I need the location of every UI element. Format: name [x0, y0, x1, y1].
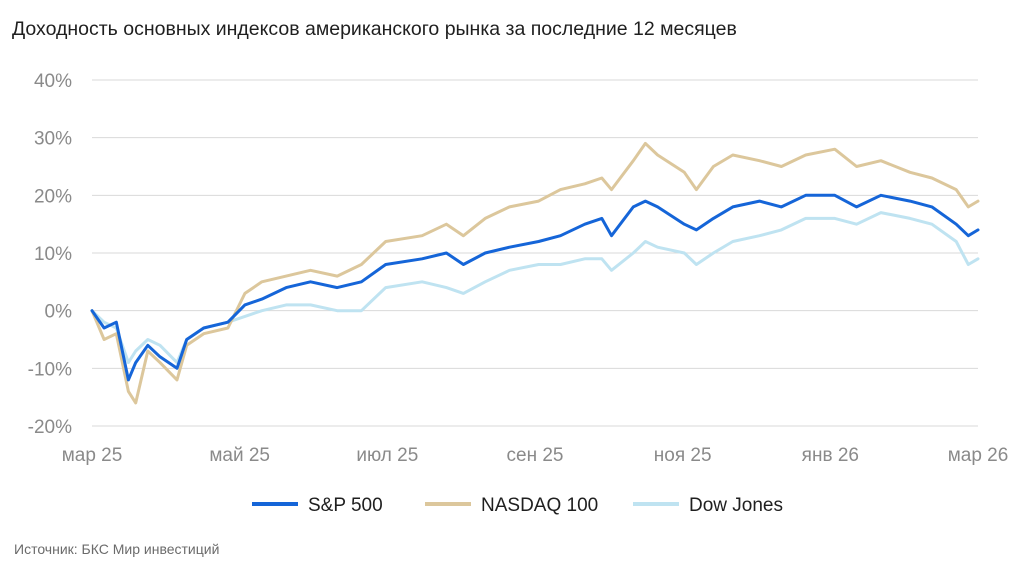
x-tick-label: ноя 25: [654, 445, 712, 466]
x-tick-label: янв 26: [802, 445, 859, 466]
y-tick-label: 20%: [34, 186, 72, 207]
series-line-dow-jones: [90, 211, 980, 365]
x-tick-label: сен 25: [507, 445, 564, 466]
x-tick-label: май 25: [209, 445, 270, 466]
y-tick-label: 10%: [34, 244, 72, 265]
y-tick-label: 0%: [45, 302, 73, 323]
legend: S&P 500 NASDAQ 100 Dow Jones: [252, 495, 783, 516]
chart-title: Доходность основных индексов американско…: [12, 18, 737, 40]
series-line-s-p-500: [90, 193, 980, 382]
legend-label: NASDAQ 100: [481, 495, 598, 516]
y-tick-label: -10%: [28, 359, 72, 380]
source-note: Источник: БКС Мир инвестиций: [14, 541, 220, 557]
x-tick-label: мар 25: [62, 445, 123, 466]
gridlines: [92, 79, 978, 427]
legend-label: S&P 500: [308, 495, 383, 516]
y-tick-label: 40%: [34, 71, 72, 92]
series-lines: [90, 141, 980, 405]
x-tick-label: июл 25: [356, 445, 418, 466]
y-axis-ticks: -20% -10% 0% 10% 20% 30% 40%: [28, 71, 72, 438]
x-tick-label: мар 26: [948, 445, 1009, 466]
x-axis-ticks: мар 25 май 25 июл 25 сен 25 ноя 25 янв 26 мар …: [62, 445, 1009, 466]
y-tick-label: -20%: [28, 417, 72, 438]
legend-label: Dow Jones: [689, 495, 783, 516]
y-tick-label: 30%: [34, 129, 72, 150]
series-line-nasdaq-100: [90, 141, 980, 405]
